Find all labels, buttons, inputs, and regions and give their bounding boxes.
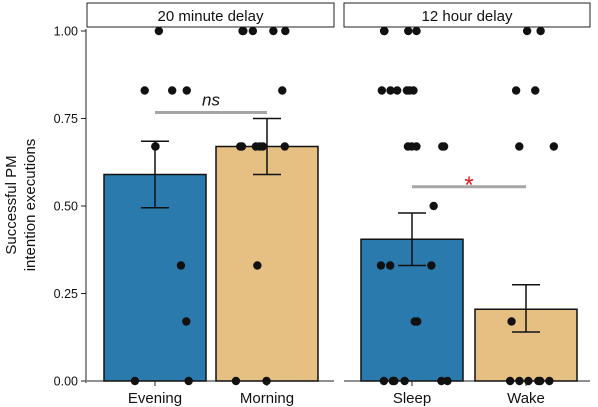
data-point [269, 26, 278, 36]
y-tick-label: 0.25 [54, 287, 78, 301]
data-point [524, 376, 533, 386]
data-point [154, 26, 164, 36]
data-point [278, 86, 287, 95]
data-point [281, 26, 290, 36]
data-point [429, 201, 438, 211]
data-point [176, 261, 186, 270]
bar-morning [215, 145, 319, 382]
data-point [379, 376, 389, 386]
data-point [437, 376, 446, 386]
panel-strip [86, 2, 335, 28]
x-tick-label: Morning [240, 390, 294, 407]
data-point [405, 86, 414, 95]
data-point [536, 26, 545, 36]
data-point [505, 376, 515, 386]
data-point [507, 317, 516, 326]
data-point [184, 376, 193, 386]
data-point [443, 376, 452, 386]
significance-label: ns [202, 91, 220, 110]
data-point [531, 86, 540, 95]
y-axis: 0.00 0.25 0.50 0.75 1.00 [54, 25, 87, 389]
panel-1: 20 minute delay Evening Morning ns [86, 2, 335, 407]
data-point [182, 86, 191, 95]
data-point [248, 26, 258, 36]
data-point [280, 142, 289, 151]
data-point [377, 86, 387, 95]
data-point [380, 26, 389, 36]
data-point [410, 317, 419, 326]
x-tick-label: Sleep [393, 390, 431, 407]
data-point [392, 86, 402, 95]
data-point [522, 26, 532, 36]
panels: 20 minute delay Evening Morning ns 12 hour d… [86, 2, 591, 407]
data-point [386, 86, 395, 95]
data-point [515, 376, 524, 386]
y-tick-label: 0.50 [54, 200, 78, 214]
panel-strip [343, 2, 591, 28]
significance-label: * [464, 172, 473, 199]
data-point [239, 26, 248, 36]
data-point [182, 317, 191, 326]
data-point [386, 261, 395, 270]
data-point [376, 261, 386, 270]
data-point [258, 142, 268, 151]
data-point [231, 376, 241, 386]
data-point [253, 261, 262, 270]
y-tick-label: 0.00 [54, 375, 78, 389]
panel-title: 12 hour delay [422, 8, 513, 25]
data-point [403, 142, 413, 151]
data-point [511, 86, 521, 95]
data-point [515, 142, 524, 151]
panel-title: 20 minute delay [158, 8, 264, 25]
bar-evening [103, 173, 207, 382]
y-axis-label-line-1: Successful PM [3, 155, 20, 254]
data-point [545, 376, 554, 386]
data-point [251, 142, 261, 151]
x-tick-label: Evening [128, 390, 182, 407]
panel-2: 12 hour delay Sleep Wake * [343, 2, 591, 407]
data-point [130, 376, 140, 386]
x-tick-label: Wake [507, 390, 545, 407]
data-point [390, 376, 399, 386]
data-point [427, 261, 436, 270]
y-axis-label: Successful PM intention executions [3, 139, 39, 272]
data-point [549, 142, 559, 151]
data-point [400, 376, 409, 386]
y-tick-label: 1.00 [54, 25, 78, 39]
data-point [140, 86, 149, 95]
data-point [438, 142, 447, 151]
data-point [167, 86, 177, 95]
y-tick-label: 0.75 [54, 112, 78, 126]
data-point [535, 376, 545, 386]
data-point [236, 142, 245, 151]
data-point [412, 26, 421, 36]
y-axis-label-line-2: intention executions [22, 139, 39, 272]
data-point [404, 26, 413, 36]
